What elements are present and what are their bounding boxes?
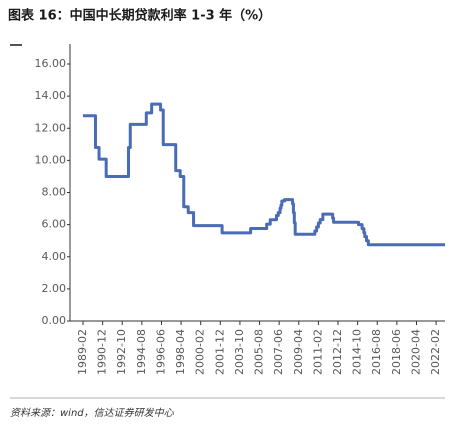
x-tick-label: 2018-06 [390,329,403,375]
y-tick-label: 0.00 [42,314,67,327]
y-tick-label: 4.00 [42,250,67,263]
y-tick-label: 12.00 [35,121,67,134]
x-tick-label: 1998-04 [174,329,187,375]
x-tick-label: 2016-08 [370,329,383,375]
x-tick-label: 2009-04 [292,329,305,375]
x-tick-label: 1994-08 [135,329,148,375]
source: 资料来源：wind，信达证券研发中心 [10,407,175,419]
y-tick-label: 6.00 [42,218,67,231]
y-tick-label: 14.00 [35,89,67,102]
y-tick-label: 10.00 [35,153,67,166]
x-tick-label: 2001-12 [213,329,226,375]
y-tick-label: 16.00 [35,57,67,70]
x-tick-label: 1989-02 [76,329,89,375]
x-tick-label: 2020-04 [409,329,422,375]
chart-title: 图表 16：中国中长期贷款利率 1-3 年（%） [8,8,271,24]
x-tick-label: 2000-02 [194,329,207,375]
x-tick-label: 2003-10 [233,329,246,375]
x-tick-label: 2005-08 [253,329,266,375]
x-tick-label: 1992-10 [115,329,128,375]
y-tick-label: 2.00 [42,282,67,295]
line-series [83,102,445,247]
x-tick-label: 2012-12 [331,329,344,375]
x-tick-label: 1996-06 [154,329,167,375]
y-tick-label: 8.00 [42,186,67,199]
x-tick-label: 2007-06 [272,329,285,375]
x-tick-label: 2011-02 [311,329,324,375]
x-tick-label: 1990-12 [96,329,109,375]
x-tick-label: 2014-10 [351,329,364,375]
x-tick-label: 2022-02 [429,329,442,375]
